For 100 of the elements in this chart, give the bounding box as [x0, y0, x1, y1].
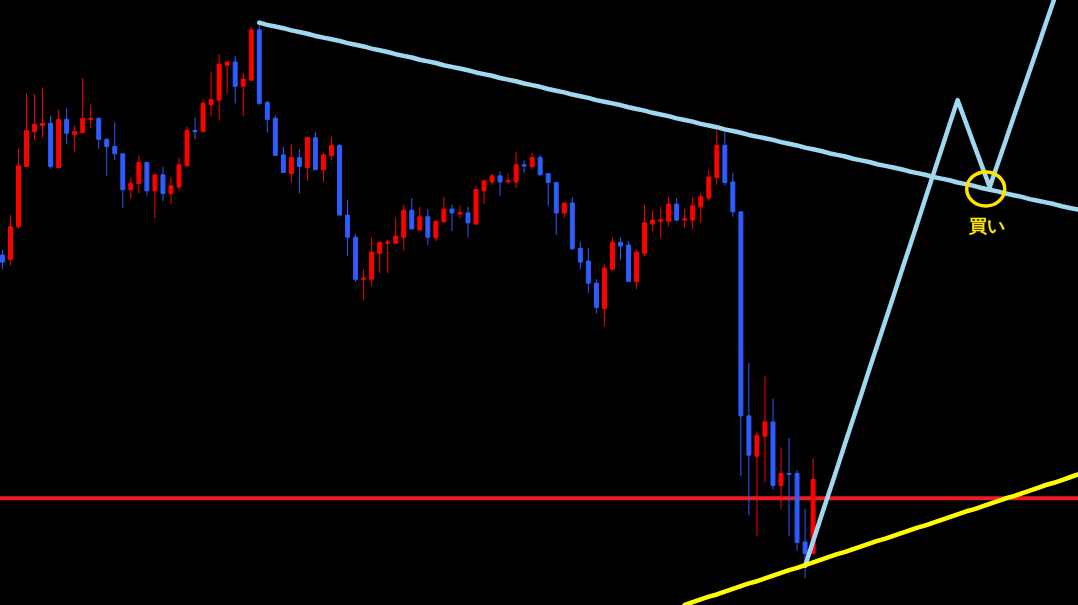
candlestick [666, 196, 672, 227]
candlestick [184, 126, 190, 167]
candlestick [497, 170, 503, 197]
candlestick [16, 148, 21, 230]
candlestick [361, 268, 367, 301]
candlestick [24, 92, 29, 167]
candlestick [794, 469, 800, 552]
candlestick [425, 208, 431, 246]
candlestick [192, 116, 198, 140]
candlestick [561, 202, 567, 219]
candlestick [634, 249, 639, 290]
candlestick [152, 174, 158, 220]
candlestick [248, 26, 254, 81]
candlestick [746, 362, 752, 516]
candlestick [72, 125, 78, 154]
candlestick [802, 508, 808, 579]
candlestick [433, 220, 439, 242]
candlestick [682, 208, 688, 229]
candlestick [393, 217, 399, 244]
candlestick [609, 236, 615, 270]
candlestick [674, 197, 680, 222]
candlestick [481, 179, 487, 205]
candlestick [730, 172, 736, 218]
candlestick [738, 211, 744, 477]
candlestick [312, 131, 318, 171]
candlestick [513, 151, 519, 189]
candlestick [569, 196, 575, 251]
candlestick [714, 130, 720, 186]
candlestick [545, 173, 551, 207]
candlestick [280, 146, 286, 174]
candlestick [537, 154, 543, 177]
candlestick [208, 71, 214, 117]
candlestick [585, 247, 591, 294]
candlestick [288, 143, 294, 183]
candlestick [626, 240, 631, 282]
candlestick [401, 204, 407, 252]
candlestick [417, 206, 423, 231]
candlestick [296, 148, 302, 195]
candlestick [786, 437, 792, 537]
candlestick [553, 182, 559, 236]
candlestick [778, 446, 784, 510]
candlestick [441, 196, 447, 224]
candlestick [465, 206, 471, 238]
candlestick [48, 115, 54, 170]
candlestick [160, 165, 166, 202]
candlestick [304, 137, 310, 182]
candlestick [272, 115, 278, 156]
candlestick [240, 72, 246, 117]
candlestick [216, 53, 222, 122]
candlestick [601, 263, 607, 327]
candlestick [200, 99, 206, 133]
candlestick [618, 237, 623, 261]
candlestick [80, 77, 86, 134]
candlestick [88, 104, 94, 129]
candlestick [698, 192, 704, 224]
candlestick [136, 154, 142, 194]
candlestick [770, 398, 776, 490]
candlestick [690, 196, 696, 230]
annotation: 買い [968, 215, 1005, 236]
candlestick [345, 199, 351, 257]
candlestick [457, 205, 463, 220]
candlestick [754, 430, 760, 537]
candlestick [722, 131, 728, 187]
candlestick [642, 204, 648, 257]
candlestick [409, 197, 415, 230]
candlestick [385, 239, 391, 274]
candlestick [593, 278, 599, 315]
candlestick [96, 116, 102, 150]
candlestick [144, 160, 150, 197]
candlestick [321, 152, 326, 183]
candlestick [224, 61, 230, 95]
candlestick [168, 176, 174, 205]
candlestick [120, 153, 126, 209]
candlestick [706, 169, 712, 202]
candlestick [176, 157, 182, 191]
candlestick [505, 173, 511, 185]
candlestick [577, 241, 583, 270]
candlestick [7, 214, 13, 266]
candlestick [32, 93, 37, 140]
candlestick [232, 55, 238, 104]
candlestick [650, 209, 656, 232]
candlestick [264, 100, 270, 134]
candlestick [521, 159, 527, 174]
candlestick [64, 107, 70, 145]
candlestick [473, 185, 479, 226]
candlestick [369, 236, 375, 287]
candlestick [529, 152, 535, 170]
candlestick [0, 249, 5, 270]
candlestick [256, 24, 262, 106]
candlestick [658, 206, 664, 239]
candlestick [377, 241, 383, 274]
candlestick [112, 121, 118, 161]
candlestick [329, 136, 334, 161]
candlestick [449, 204, 455, 232]
candlestick [128, 177, 134, 200]
candlestick [40, 86, 46, 139]
candlestick [104, 137, 110, 177]
candlestick [353, 233, 359, 283]
candlestick [337, 143, 342, 216]
candlestick [56, 109, 62, 169]
